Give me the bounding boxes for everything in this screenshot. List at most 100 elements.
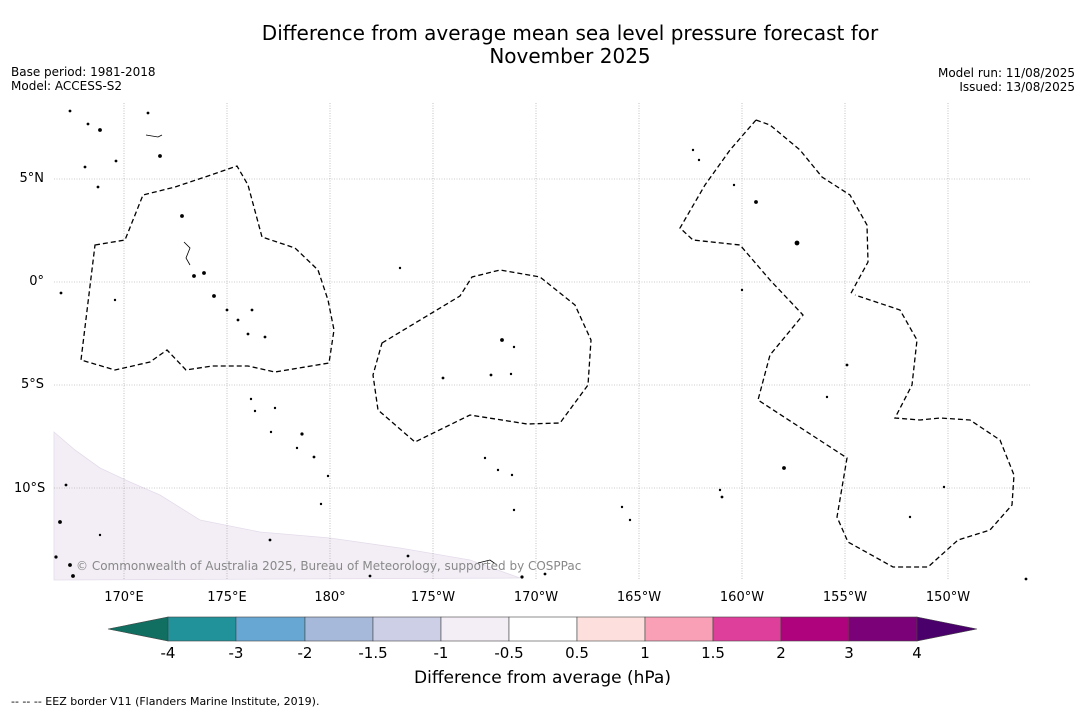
lon-label-160w: 160°W: [719, 590, 765, 605]
colorbar-swatch: [304, 616, 374, 642]
island: [68, 563, 72, 567]
colorbar-tick-label: -1: [433, 644, 449, 662]
island: [483, 456, 487, 460]
colorbar-swatch: [848, 616, 918, 642]
island: [319, 502, 323, 506]
island: [489, 373, 493, 377]
colorbar-swatch: [644, 616, 714, 642]
island: [496, 468, 500, 472]
island: [71, 574, 75, 578]
island: [202, 271, 206, 275]
island: [212, 294, 216, 298]
island: [114, 159, 118, 163]
colorbar-swatch: [916, 616, 978, 642]
colorbar-tick-label: 4: [912, 644, 922, 662]
island: [500, 338, 504, 342]
colorbar-tick-label: -0.5: [494, 644, 524, 662]
anomaly-region-negative: [53, 431, 521, 581]
colorbar-tick-label: 3: [844, 644, 854, 662]
islands: [54, 109, 1028, 581]
lat-label-10s: 10°S: [14, 481, 46, 496]
colorbar-swatch: [235, 616, 306, 642]
island: [477, 559, 498, 566]
island: [942, 485, 946, 489]
colorbar-title: Difference from average (hPa): [414, 668, 671, 688]
colorbar-tick-label: 1: [640, 644, 650, 662]
island: [64, 483, 68, 487]
model-name: Model: ACCESS-S2: [11, 79, 123, 93]
eez-border-east: [755, 119, 869, 296]
eez-borders: [80, 119, 1015, 568]
island: [253, 409, 257, 413]
island: [509, 372, 513, 376]
island: [510, 473, 514, 477]
colorbar-swatch: [508, 616, 578, 642]
island: [83, 165, 87, 169]
island: [225, 308, 229, 312]
colorbar-tick-label: 0.5: [565, 644, 589, 662]
lon-label-175e: 175°E: [207, 590, 247, 605]
graticule: [54, 103, 1031, 580]
colorbar-tick-label: 1.5: [701, 644, 725, 662]
island: [740, 288, 744, 292]
lon-label-165w: 165°W: [616, 590, 662, 605]
meta-right: Model run: 11/08/2025 Issued: 13/08/2025: [938, 66, 1075, 94]
colorbar: [107, 616, 978, 642]
island: [620, 505, 624, 509]
lat-label-0: 0°: [29, 274, 44, 289]
island: [326, 474, 330, 478]
island: [697, 158, 701, 162]
colorbar-tick-label: -2: [297, 644, 313, 662]
lat-label-5n: 5°N: [19, 171, 45, 186]
island: [825, 395, 829, 399]
eez-border-east-main: [679, 119, 1015, 568]
island: [312, 455, 316, 459]
lat-label-5s: 5°S: [20, 377, 44, 392]
island: [183, 241, 191, 266]
island: [146, 111, 150, 115]
lon-label-170w: 170°W: [513, 590, 559, 605]
island: [1024, 577, 1028, 581]
eez-border-west: [80, 165, 335, 373]
island: [96, 185, 100, 189]
island: [98, 533, 102, 537]
lon-label-180: 180°: [314, 590, 346, 605]
colorbar-tick-label: -4: [160, 644, 176, 662]
island: [732, 183, 736, 187]
colorbar-swatch: [576, 616, 646, 642]
island: [295, 446, 299, 450]
island: [543, 572, 547, 576]
colorbar-swatch: [372, 616, 442, 642]
island: [718, 488, 722, 492]
title-line-2: November 2025: [489, 44, 651, 68]
island: [512, 345, 516, 349]
colorbar-swatch: [712, 616, 782, 642]
island: [113, 298, 117, 302]
island: [794, 240, 800, 246]
colorbar-swatch: [440, 616, 510, 642]
island: [236, 318, 240, 322]
colorbar-swatch: [780, 616, 850, 642]
island: [145, 134, 163, 138]
island: [720, 495, 724, 499]
island: [68, 109, 72, 113]
title-line-1: Difference from average mean sea level p…: [261, 21, 879, 45]
island: [249, 397, 253, 401]
meta-left: Base period: 1981-2018 Model: ACCESS-S2: [11, 65, 156, 93]
island: [59, 291, 63, 295]
map-title: Difference from average mean sea level p…: [0, 22, 1085, 68]
island: [158, 154, 162, 158]
island: [180, 214, 184, 218]
island: [273, 406, 277, 410]
colorbar-tick-label: -3: [228, 644, 244, 662]
island: [54, 555, 58, 559]
island: [300, 432, 304, 436]
base-period: Base period: 1981-2018: [11, 65, 156, 79]
island: [250, 308, 254, 312]
island: [398, 266, 402, 270]
colorbar-swatch: [107, 616, 169, 642]
lon-label-170e: 170°E: [104, 590, 144, 605]
island: [754, 200, 758, 204]
island: [246, 332, 250, 336]
